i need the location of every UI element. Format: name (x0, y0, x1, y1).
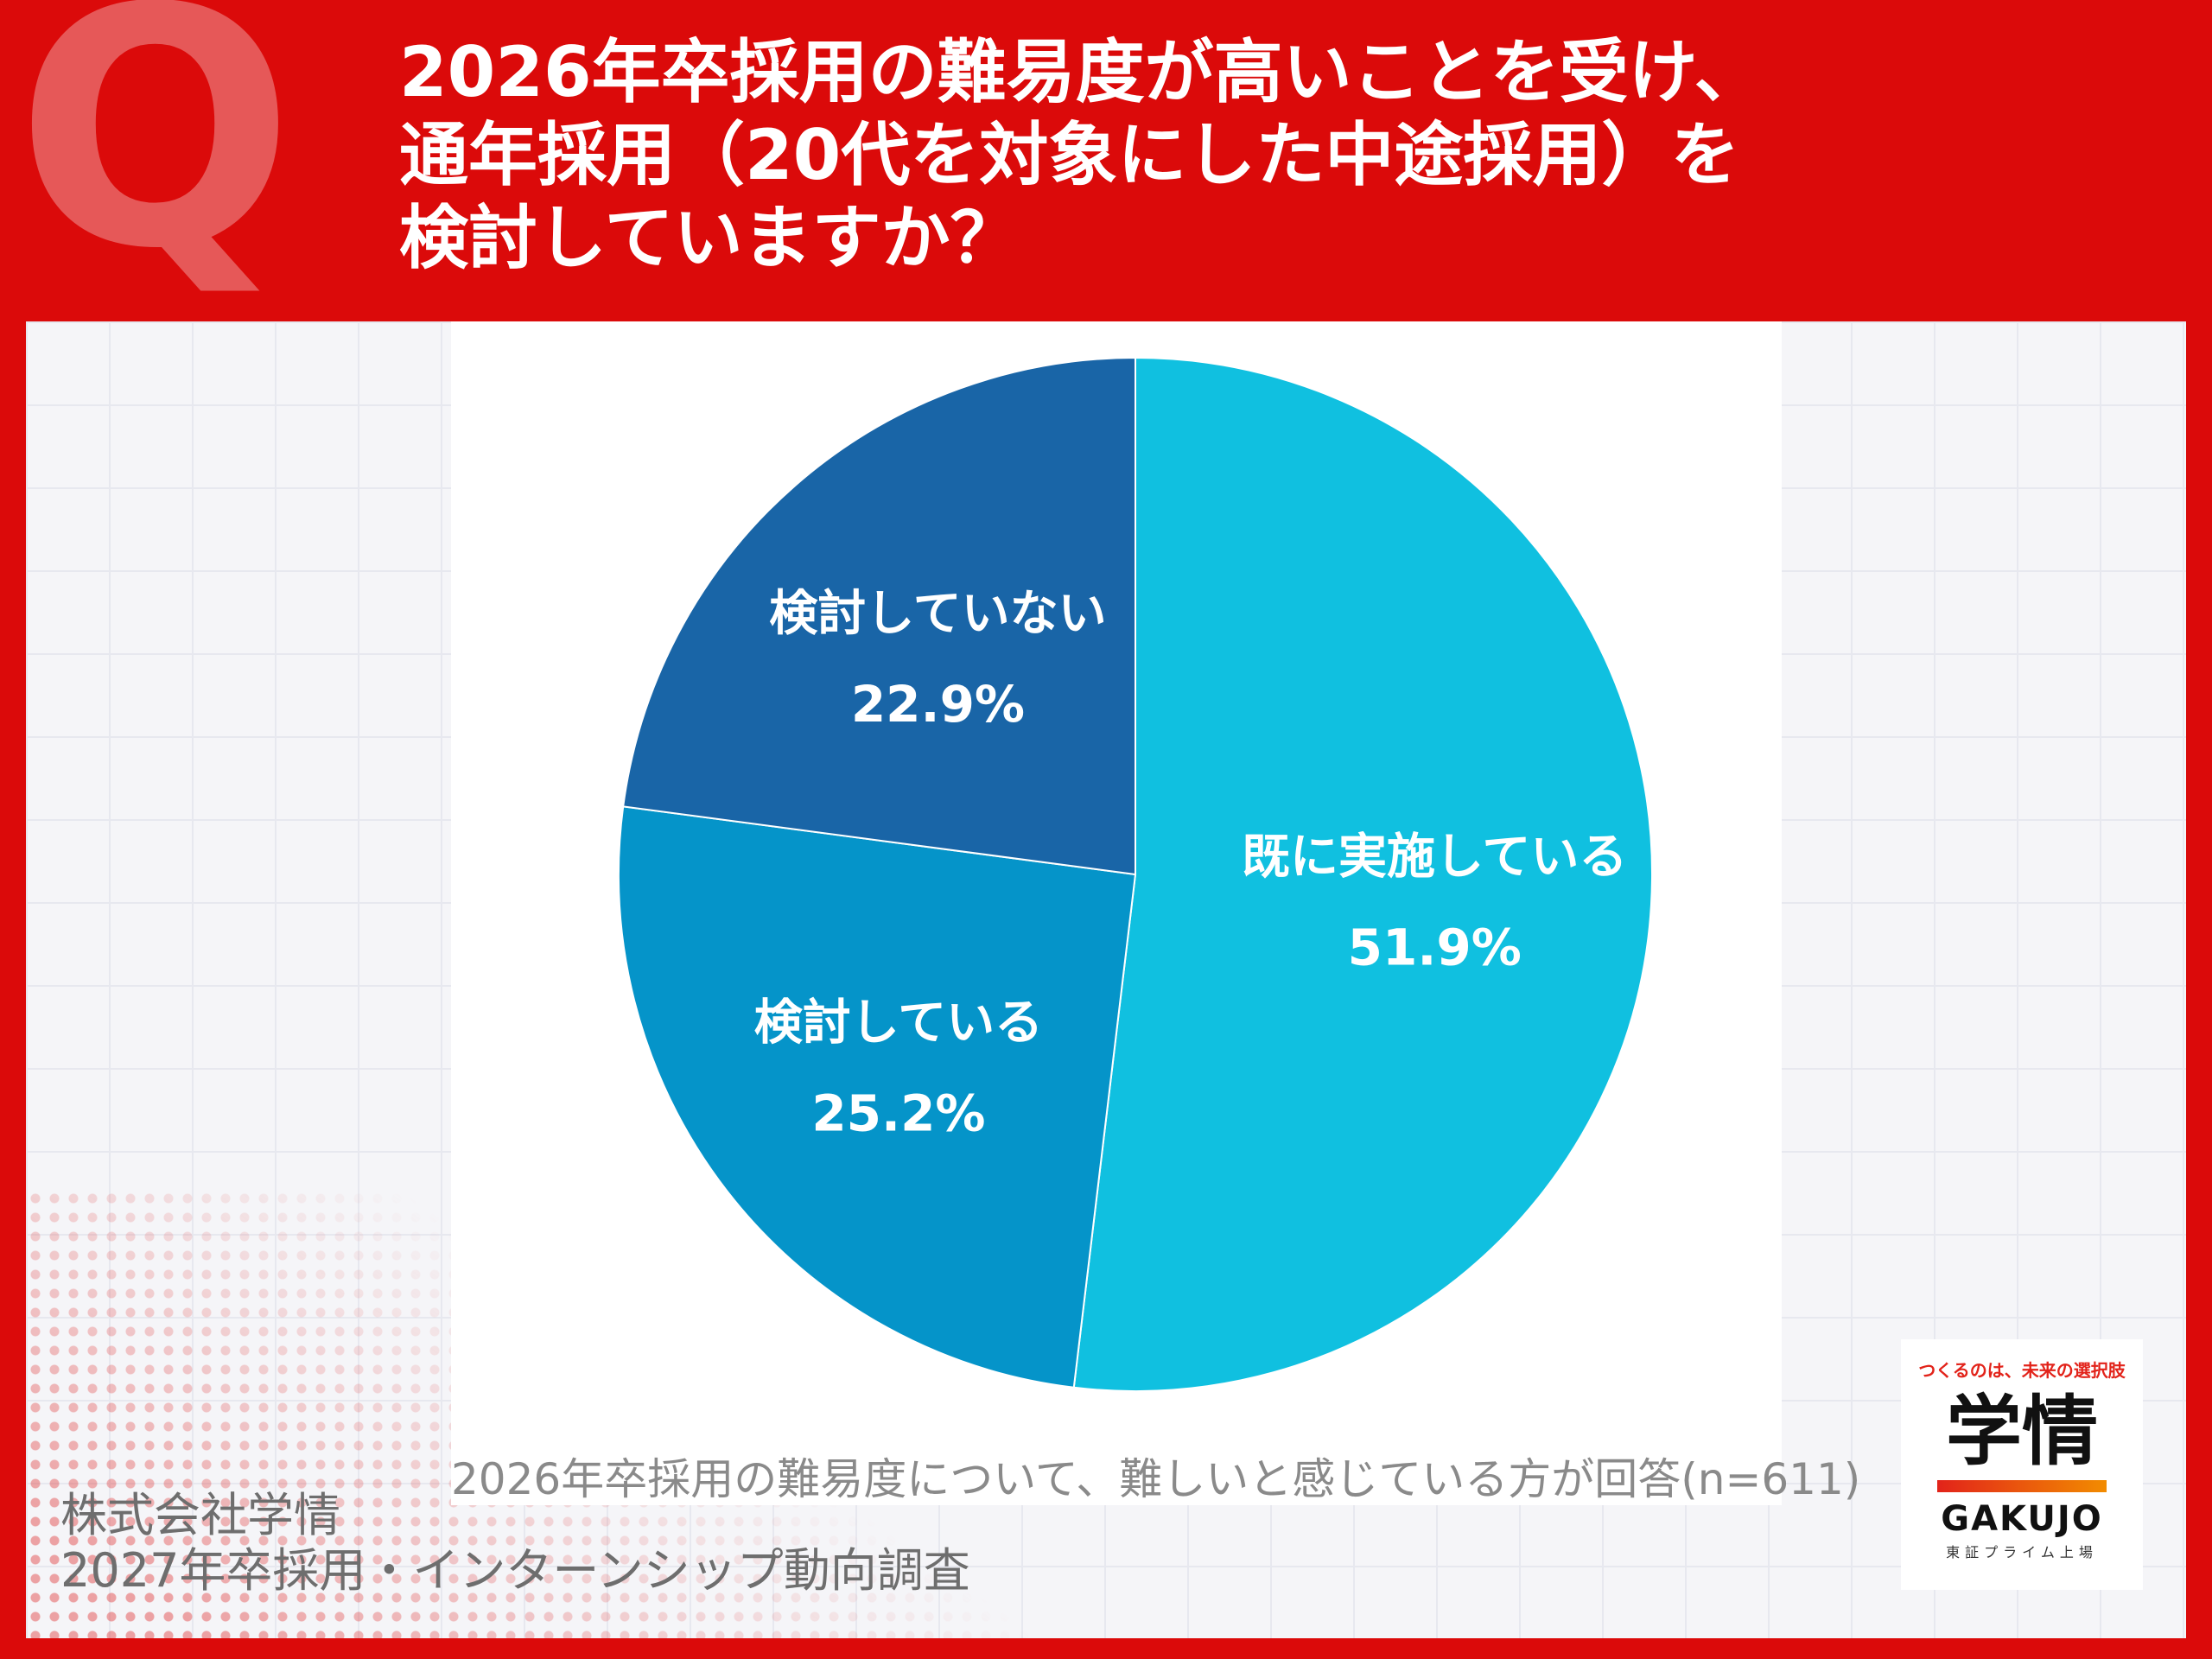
chart-area: 既に実施している 51.9% 検討している 25.2% 検討していない 22.9% (451, 321, 1782, 1505)
page-title: 2026年卒採用の難易度が高いことを受け、 通年採用（20代を対象にした中途採用… (399, 31, 2162, 280)
logo-listing: 東証プライム上場 (1946, 1544, 2098, 1560)
pie-slice-value-2: 25.2% (811, 1084, 985, 1143)
logo-gradient-bar (1937, 1480, 2107, 1492)
pie-slice-label-1: 既に実施している (1242, 830, 1627, 886)
pie-slice-value-1: 51.9% (1348, 918, 1522, 977)
title-line-1: 2026年卒採用の難易度が高いことを受け、 (399, 32, 1764, 112)
q-mark: Q (16, 0, 296, 321)
source-note: 株式会社学情 2027年卒採用・インターンシップ動向調査 (60, 1488, 970, 1599)
pie-slice-1 (1072, 356, 1654, 1392)
pie-slice-label-3: 検討していない (769, 586, 1106, 642)
content-panel: 既に実施している 51.9% 検討している 25.2% 検討していない 22.9% 202… (26, 321, 2186, 1638)
logo-slogan: つくるのは、未来の選択肢 (1918, 1360, 2126, 1381)
title-line-2: 通年採用（20代を対象にした中途採用）を (399, 115, 1740, 195)
logo-mark: 学情 (1945, 1387, 2098, 1476)
pie-slice-label-2: 検討している (754, 995, 1043, 1052)
logo-brand: GAKUJO (1941, 1499, 2103, 1539)
source-survey: 2027年卒採用・インターンシップ動向調査 (60, 1543, 970, 1598)
title-line-3: 検討していますか？ (399, 198, 1020, 278)
chart-caption: 2026年卒採用の難易度について、難しいと感じている方が回答(n=611) (451, 1454, 1861, 1504)
source-company: 株式会社学情 (60, 1488, 340, 1542)
pie-slice-value-3: 22.9% (851, 675, 1025, 734)
pie-slice-2 (618, 805, 1137, 1389)
pie-chart: 既に実施している 51.9% 検討している 25.2% 検討していない 22.9% (618, 356, 1654, 1392)
pie-slice-3 (622, 356, 1136, 876)
gakujo-logo: つくるのは、未来の選択肢 学情 GAKUJO 東証プライム上場 (1901, 1339, 2143, 1590)
